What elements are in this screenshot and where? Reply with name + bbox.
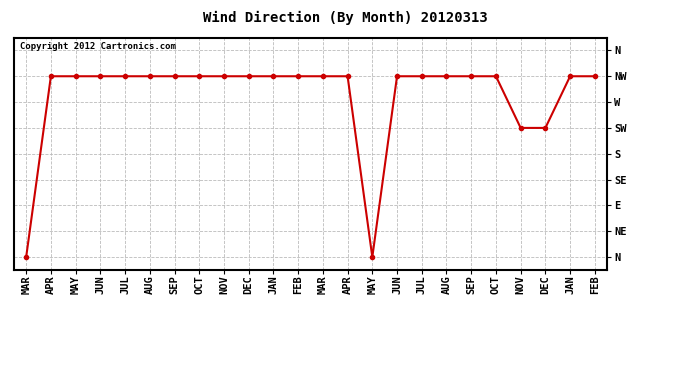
Text: Copyright 2012 Cartronics.com: Copyright 2012 Cartronics.com: [20, 42, 176, 51]
Text: Wind Direction (By Month) 20120313: Wind Direction (By Month) 20120313: [203, 11, 487, 26]
